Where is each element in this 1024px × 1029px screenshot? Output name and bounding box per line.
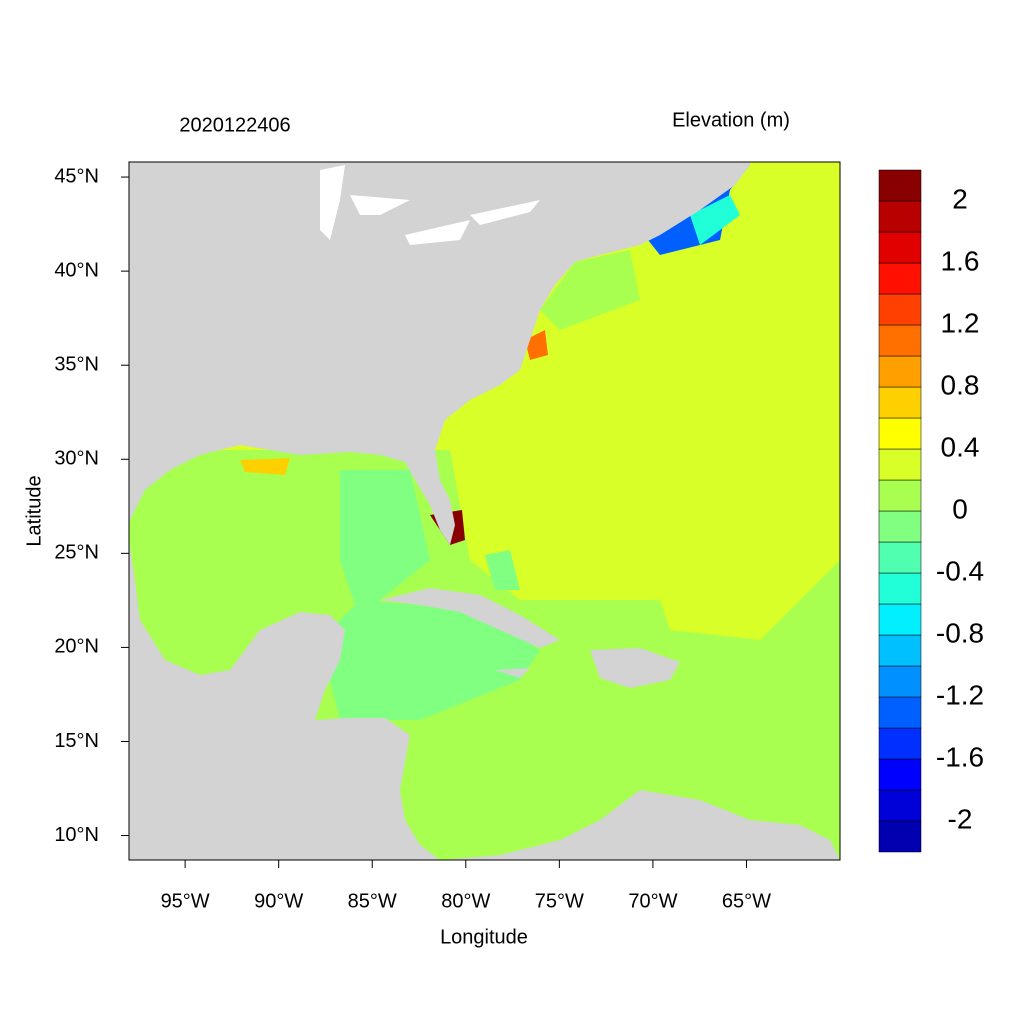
colorbar-bin bbox=[878, 603, 922, 636]
map-title: 2020122406 bbox=[179, 114, 290, 136]
colorbar-label: 1.6 bbox=[941, 245, 980, 276]
colorbar-label: 0.8 bbox=[941, 369, 980, 400]
colorbar-bin bbox=[878, 634, 922, 667]
land bbox=[440, 790, 840, 860]
ocean bbox=[540, 250, 640, 330]
colorbar-bin bbox=[878, 572, 922, 605]
x-axis-label: Longitude bbox=[440, 926, 528, 948]
land bbox=[590, 648, 680, 688]
x-tick-label: 85°W bbox=[348, 890, 397, 912]
colorbar-label: -2 bbox=[948, 803, 973, 834]
lake bbox=[350, 195, 410, 215]
colorbar-label: 1.2 bbox=[941, 307, 980, 338]
y-tick-label: 40°N bbox=[54, 259, 99, 281]
colorbar-label: 2 bbox=[952, 183, 968, 214]
colorbar-bin bbox=[878, 758, 922, 791]
colorbar-bin bbox=[878, 324, 922, 357]
y-tick-label: 10°N bbox=[54, 824, 99, 846]
colorbar-bin bbox=[878, 510, 922, 543]
colorbar-bin bbox=[878, 789, 922, 822]
land bbox=[129, 540, 440, 860]
colorbar-bin bbox=[878, 820, 922, 853]
plot-frame bbox=[128, 161, 841, 861]
colorbar-bin bbox=[878, 355, 922, 388]
ocean bbox=[690, 195, 740, 245]
colorbar-bin bbox=[878, 448, 922, 481]
x-tick-label: 70°W bbox=[628, 890, 677, 912]
colorbar-label: 0 bbox=[952, 493, 968, 524]
x-tick-label: 95°W bbox=[161, 890, 210, 912]
y-tick-label: 15°N bbox=[54, 730, 99, 752]
legend-title: Elevation (m) bbox=[672, 109, 790, 131]
ocean bbox=[485, 550, 520, 590]
y-tick-label: 25°N bbox=[54, 542, 99, 564]
lake bbox=[405, 220, 470, 245]
colorbar-bin bbox=[878, 665, 922, 698]
colorbar-bin bbox=[878, 262, 922, 295]
y-tick-label: 30°N bbox=[54, 448, 99, 470]
ocean bbox=[320, 600, 540, 720]
colorbar-bin bbox=[878, 169, 922, 202]
colorbar-label: -0.4 bbox=[936, 555, 984, 586]
map-field bbox=[129, 162, 840, 860]
ocean bbox=[240, 458, 290, 475]
colorbar-bin bbox=[878, 479, 922, 512]
land bbox=[129, 162, 750, 545]
colorbar-bin bbox=[878, 541, 922, 574]
y-tick-label: 35°N bbox=[54, 353, 99, 375]
lake bbox=[320, 165, 345, 240]
land bbox=[380, 588, 560, 648]
colorbar-label: -1.2 bbox=[936, 679, 984, 710]
land bbox=[495, 668, 530, 678]
x-tick-label: 80°W bbox=[441, 890, 490, 912]
colorbar-bin bbox=[878, 231, 922, 264]
colorbar-label: -0.8 bbox=[936, 617, 984, 648]
x-tick-label: 75°W bbox=[535, 890, 584, 912]
y-axis-label: Latitude bbox=[23, 475, 45, 546]
x-tick-label: 65°W bbox=[722, 890, 771, 912]
colorbar-label: 0.4 bbox=[941, 431, 980, 462]
colorbar-bin bbox=[878, 386, 922, 419]
x-tick-label: 90°W bbox=[254, 890, 303, 912]
y-tick-label: 45°N bbox=[54, 165, 99, 187]
lake bbox=[470, 200, 540, 225]
colorbar-bin bbox=[878, 727, 922, 760]
ocean bbox=[340, 470, 430, 620]
colorbar-label: -1.6 bbox=[936, 741, 984, 772]
colorbar-bin bbox=[878, 293, 922, 326]
y-tick-label: 20°N bbox=[54, 636, 99, 658]
colorbar-bin bbox=[878, 200, 922, 233]
colorbar-bin bbox=[878, 417, 922, 450]
colorbar-bin bbox=[878, 696, 922, 729]
